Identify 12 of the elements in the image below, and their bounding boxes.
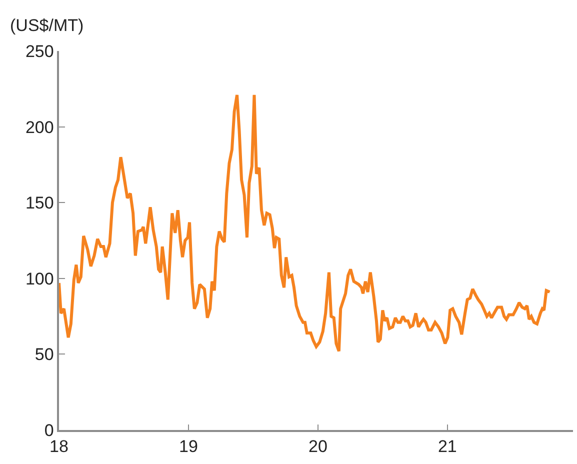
x-tick-label: 20 <box>308 437 328 456</box>
line-series <box>59 93 552 353</box>
x-tick-label: 18 <box>50 437 68 456</box>
y-tick-label: 50 <box>34 345 54 364</box>
x-tick-label: 19 <box>179 437 198 456</box>
y-tick-label: 0 <box>44 420 54 440</box>
x-tick-label: 21 <box>438 437 457 456</box>
y-tick-label: 200 <box>25 118 54 137</box>
y-tick-label: 100 <box>25 269 54 288</box>
y-axis-title: (US$/MT) <box>10 16 84 35</box>
y-tick-label: 150 <box>25 194 54 213</box>
y-tick-label: 250 <box>25 42 54 61</box>
